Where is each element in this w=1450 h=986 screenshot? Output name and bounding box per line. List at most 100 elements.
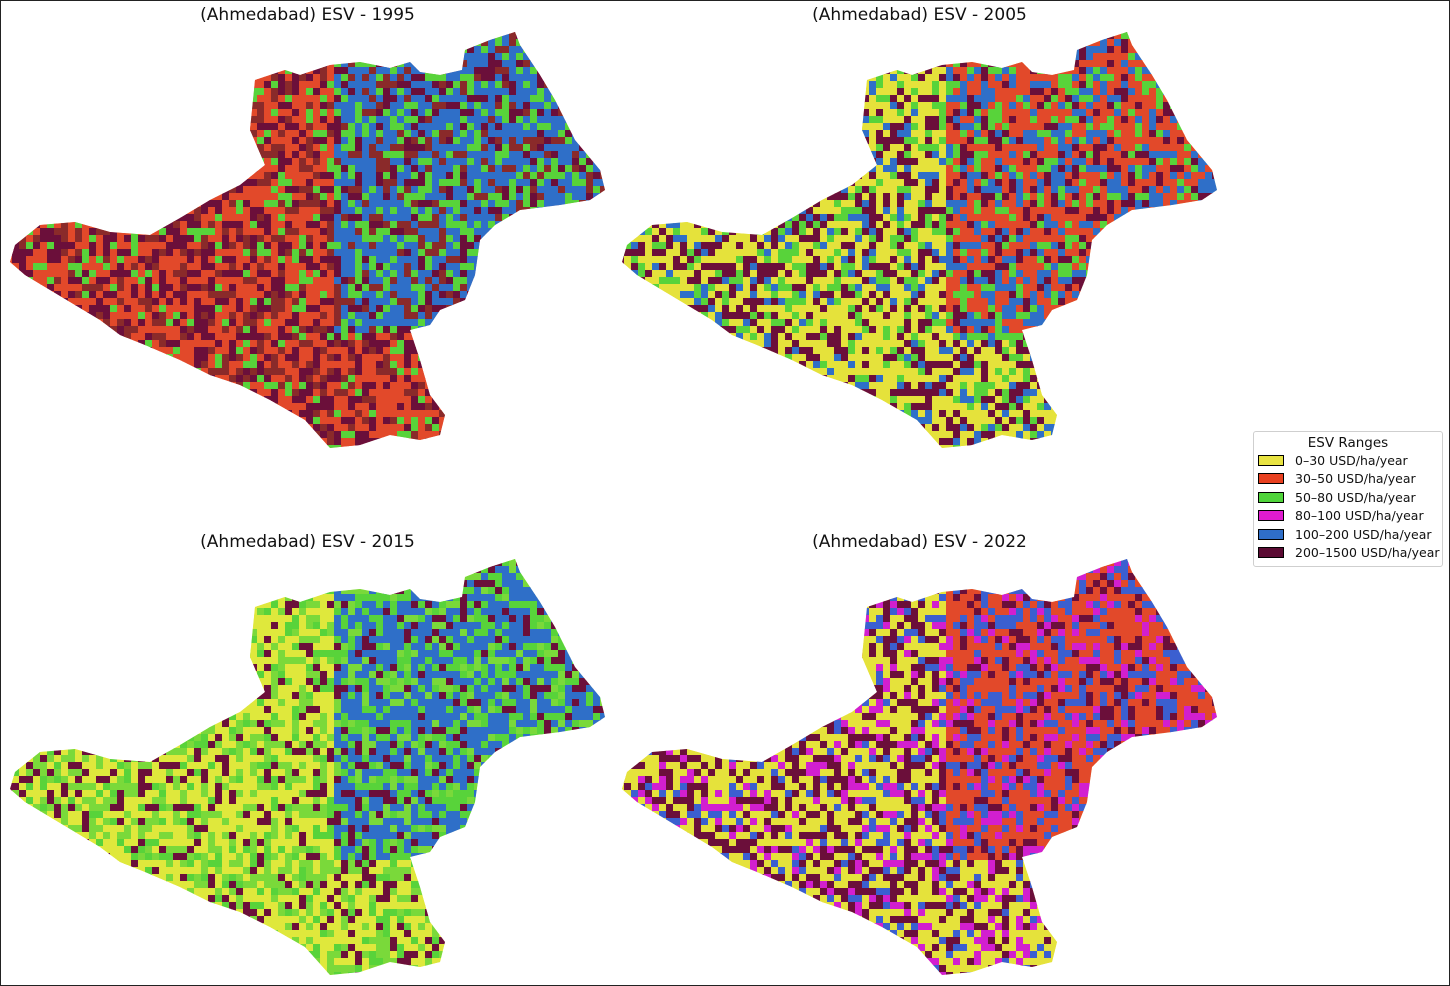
- map-cell: [453, 67, 461, 75]
- map-cell: [229, 165, 237, 173]
- map-cell: [558, 305, 566, 313]
- map-cell: [292, 333, 300, 341]
- map-cell: [299, 305, 307, 313]
- map-cell: [299, 347, 307, 355]
- map-cell: [530, 396, 538, 404]
- map-cell: [474, 249, 482, 257]
- map-cell: [257, 221, 265, 229]
- map-cell: [334, 228, 342, 236]
- map-cell: [509, 32, 517, 40]
- map-cell: [509, 207, 517, 215]
- map-cell: [61, 242, 69, 250]
- map-cell: [19, 60, 27, 68]
- map-cell: [439, 375, 447, 383]
- map-cell: [173, 39, 181, 47]
- map-cell: [397, 312, 405, 320]
- map-cell: [19, 396, 27, 404]
- map-cell: [243, 340, 251, 348]
- map-cell: [19, 95, 27, 103]
- map-cell: [292, 144, 300, 152]
- map-cell: [341, 375, 349, 383]
- map-cell: [369, 242, 377, 250]
- map-cell: [425, 368, 433, 376]
- map-cell: [159, 347, 167, 355]
- map-cell: [488, 53, 496, 61]
- map-cell: [453, 207, 461, 215]
- map-cell: [10, 46, 13, 54]
- map-cell: [509, 32, 517, 33]
- map-cell: [110, 172, 118, 180]
- map-cell: [124, 235, 132, 243]
- map-cell: [257, 32, 265, 40]
- map-cell: [229, 109, 237, 117]
- map-cell: [467, 291, 475, 299]
- map-cell: [600, 88, 605, 96]
- map-cell: [474, 81, 482, 89]
- map-cell: [208, 193, 216, 201]
- map-cell: [152, 277, 160, 285]
- map-cell: [96, 382, 104, 390]
- map-cell: [285, 228, 293, 236]
- map-cell: [180, 151, 188, 159]
- map-cell: [306, 291, 314, 299]
- map-cell: [264, 32, 272, 33]
- map-cell: [306, 95, 314, 103]
- map-cell: [474, 144, 482, 152]
- map-cell: [404, 207, 412, 215]
- map-cell: [89, 375, 97, 383]
- map-cell: [33, 291, 41, 299]
- map-cell: [152, 186, 160, 194]
- map-cell: [320, 403, 328, 411]
- map-cell: [481, 158, 489, 166]
- map-cell: [579, 368, 587, 376]
- map-cell: [390, 67, 398, 75]
- map-cell: [68, 81, 76, 89]
- map-cell: [19, 256, 27, 264]
- map-cell: [537, 179, 545, 187]
- map-cell: [341, 60, 349, 68]
- map-cell: [10, 186, 13, 194]
- map-cell: [12, 249, 20, 257]
- map-cell: [551, 228, 559, 236]
- map-cell: [523, 81, 531, 89]
- map-cell: [495, 319, 503, 327]
- map-cell: [397, 410, 405, 418]
- map-cell: [138, 291, 146, 299]
- map-cell: [334, 200, 342, 208]
- map-cell: [502, 151, 510, 159]
- map-cell: [159, 32, 167, 33]
- map-cell: [432, 60, 440, 68]
- map-cell: [103, 207, 111, 215]
- map-cell: [10, 403, 13, 411]
- map-cell: [278, 284, 286, 292]
- map-cell: [460, 186, 468, 194]
- map-cell: [516, 200, 524, 208]
- map-cell: [467, 396, 475, 404]
- map-cell: [579, 151, 587, 159]
- map-cell: [180, 95, 188, 103]
- map-cell: [348, 326, 356, 334]
- map-cell: [565, 60, 573, 68]
- map-cell: [362, 263, 370, 271]
- map-cell: [89, 88, 97, 96]
- map-cell: [369, 207, 377, 215]
- map-cell: [348, 74, 356, 82]
- map-cell: [397, 193, 405, 201]
- map-cell: [159, 354, 167, 362]
- map-cell: [26, 396, 34, 404]
- map-cell: [551, 32, 559, 40]
- map-cell: [495, 298, 503, 306]
- map-cell: [138, 368, 146, 376]
- map-cell: [131, 109, 139, 117]
- map-cell: [453, 102, 461, 110]
- map-cell: [257, 144, 265, 152]
- map-cell: [453, 361, 461, 369]
- map-cell: [565, 228, 573, 236]
- map-cell: [446, 179, 454, 187]
- map-cell: [110, 32, 118, 33]
- map-cell: [397, 305, 405, 313]
- map-cell: [313, 242, 321, 250]
- map-cell: [278, 228, 286, 236]
- map-cell: [166, 382, 174, 390]
- map-cell: [516, 172, 524, 180]
